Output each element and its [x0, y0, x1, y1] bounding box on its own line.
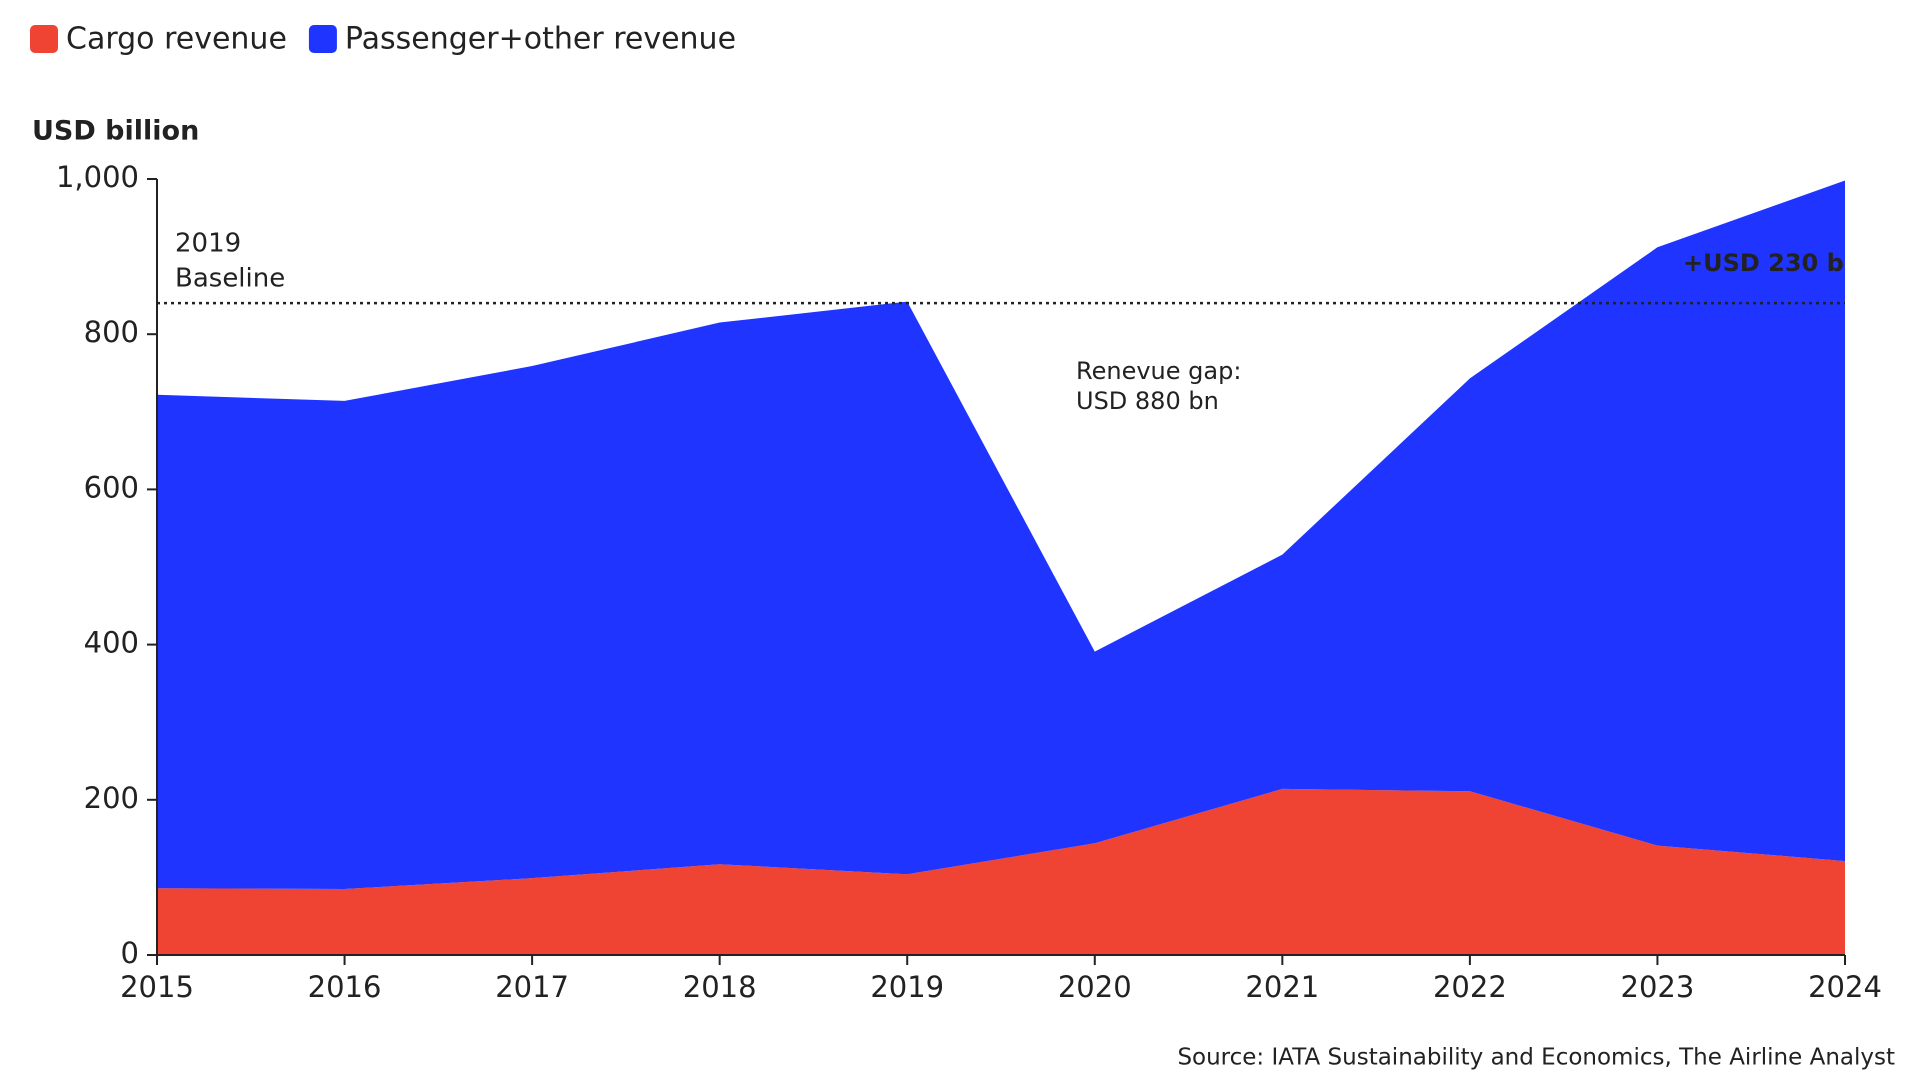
- annotation: Renevue gap:: [1076, 357, 1241, 385]
- x-tick-label: 2015: [120, 970, 194, 1004]
- annotation: USD 880 bn: [1076, 387, 1219, 415]
- x-tick-label: 2021: [1245, 970, 1319, 1004]
- y-tick-label: 400: [84, 626, 139, 660]
- y-axis-title: USD billion: [32, 116, 199, 147]
- x-tick-label: 2023: [1621, 970, 1695, 1004]
- area: [157, 788, 1845, 955]
- legend-swatch: [308, 25, 337, 53]
- source: Source: IATA Sustainability and Economic…: [1177, 1045, 1895, 1071]
- legend-label: Passenger+other revenue: [345, 22, 736, 57]
- legend-swatch: [30, 25, 58, 53]
- legend-label: Cargo revenue: [66, 22, 287, 57]
- x-tick-label: 2024: [1808, 970, 1882, 1004]
- x-tick-label: 2018: [683, 970, 757, 1004]
- x-tick-label: 2022: [1433, 970, 1507, 1004]
- x-tick-label: 2019: [870, 970, 944, 1004]
- x-tick-label: 2020: [1058, 970, 1132, 1004]
- y-tick-label: 600: [84, 470, 139, 504]
- y-tick-label: 1,000: [56, 160, 139, 194]
- y-tick-label: 200: [84, 781, 139, 815]
- area: [157, 180, 1845, 890]
- annotation: +USD 230 b: [1683, 249, 1844, 277]
- baseline-label: 2019: [175, 229, 241, 259]
- y-tick-label: 0: [121, 936, 139, 970]
- x-tick-label: 2016: [308, 970, 382, 1004]
- baseline-label: Baseline: [175, 264, 285, 294]
- x-tick-label: 2017: [495, 970, 569, 1004]
- y-tick-label: 800: [84, 315, 139, 349]
